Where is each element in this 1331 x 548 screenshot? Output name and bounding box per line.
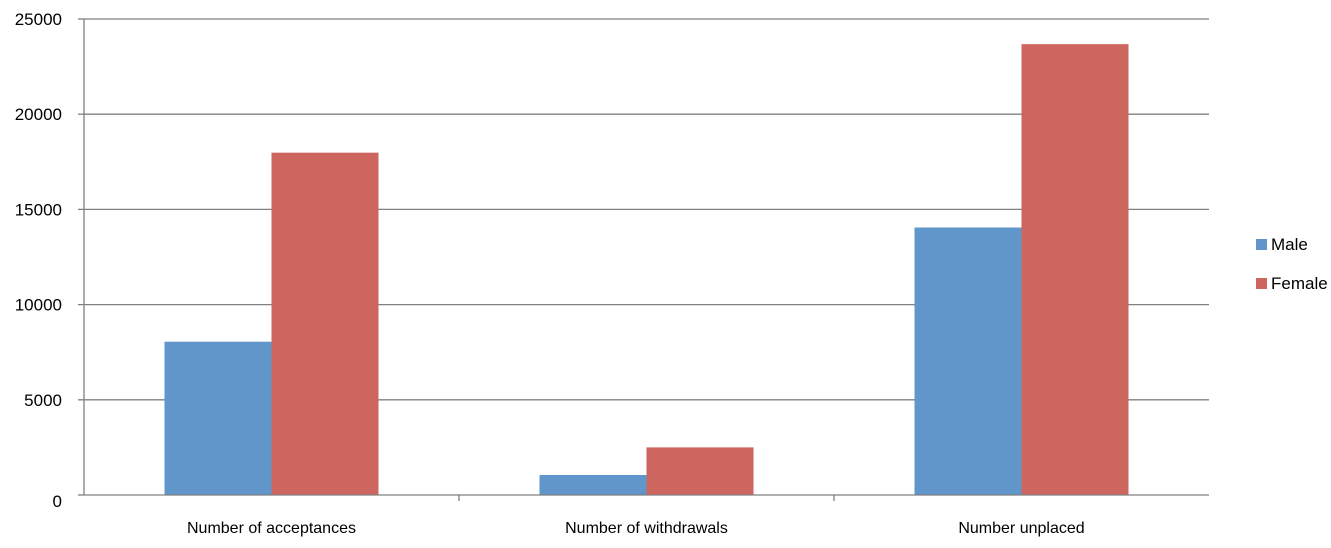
bar-male-2 xyxy=(914,227,1022,495)
bar-female-1 xyxy=(646,447,754,495)
y-tick-label: 0 xyxy=(53,492,62,511)
x-category-labels: Number of acceptances Number of withdrawa… xyxy=(187,520,1085,537)
axes xyxy=(78,18,1209,501)
bar-male-1 xyxy=(539,475,647,495)
y-tick-label: 5000 xyxy=(24,391,62,410)
legend-label-male: Male xyxy=(1271,235,1308,254)
y-tick-labels: 0 5000 10000 15000 20000 25000 xyxy=(15,10,62,511)
bar-male-0 xyxy=(164,341,272,495)
legend-swatch-female xyxy=(1256,278,1267,289)
legend-swatch-male xyxy=(1256,239,1267,250)
legend: Male Female xyxy=(1256,235,1328,293)
y-tick-label: 10000 xyxy=(15,296,62,315)
y-tick-label: 15000 xyxy=(15,200,62,219)
bar-female-2 xyxy=(1021,44,1129,495)
y-tick-label: 20000 xyxy=(15,105,62,124)
legend-label-female: Female xyxy=(1271,274,1328,293)
bars xyxy=(164,44,1129,495)
x-category-label: Number unplaced xyxy=(958,520,1084,537)
x-category-label: Number of withdrawals xyxy=(565,520,728,537)
x-category-label: Number of acceptances xyxy=(187,520,356,537)
y-tick-label: 25000 xyxy=(15,10,62,29)
bar-female-0 xyxy=(271,152,379,495)
